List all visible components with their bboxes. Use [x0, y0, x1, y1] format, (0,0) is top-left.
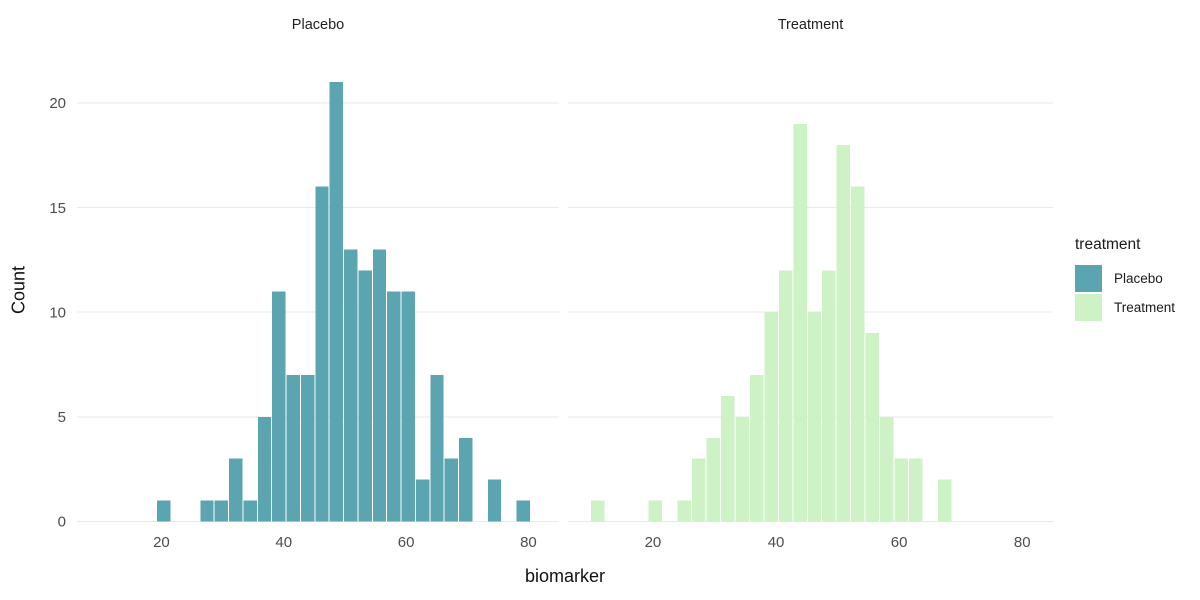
- histogram-bar: [937, 479, 952, 522]
- histogram-bar: [272, 291, 286, 522]
- x-tick-label-60: 60: [398, 534, 415, 551]
- x-axis-title: biomarker: [524, 566, 606, 586]
- histogram-bar: [430, 374, 444, 522]
- legend-label-placebo: Placebo: [1114, 271, 1163, 286]
- histogram-bar: [706, 437, 720, 522]
- histogram-bar: [200, 500, 214, 522]
- legend-title: treatment: [1075, 236, 1141, 253]
- histogram-bar: [822, 270, 836, 522]
- histogram-bar: [880, 416, 894, 522]
- histogram-bar: [807, 312, 822, 522]
- histogram-bar: [778, 270, 793, 522]
- histogram-bar: [358, 270, 372, 522]
- histogram-bar: [735, 416, 749, 522]
- y-tick-label-10: 10: [49, 304, 66, 321]
- facet-strip-treatment: Treatment: [777, 17, 844, 33]
- y-tick-label-0: 0: [58, 514, 66, 531]
- histogram-bar: [257, 416, 272, 522]
- legend-label-treatment: Treatment: [1114, 300, 1176, 315]
- histogram-bar: [459, 437, 473, 522]
- legend: treatment Placebo Treatment: [1075, 236, 1175, 323]
- legend-swatch-treatment: [1075, 294, 1102, 321]
- histogram-bar: [214, 500, 229, 522]
- histogram-bar: [793, 123, 807, 522]
- x-tick-label-80: 80: [1014, 534, 1031, 551]
- x-tick-label-60: 60: [891, 534, 908, 551]
- histogram-bar: [415, 479, 430, 522]
- histogram-bar: [692, 458, 706, 522]
- histogram-bar: [487, 479, 502, 522]
- histogram-bar: [315, 186, 329, 522]
- histogram-bar: [300, 374, 315, 522]
- histogram-bar: [286, 374, 300, 522]
- histogram-bar: [157, 500, 171, 522]
- x-tick-label-20: 20: [153, 534, 170, 551]
- histogram-bar: [648, 500, 663, 522]
- y-axis-title: Count: [8, 265, 29, 315]
- histogram-bar: [836, 144, 851, 522]
- histogram-bar: [764, 312, 778, 522]
- histogram-bar: [749, 374, 764, 522]
- histogram-bar: [344, 249, 358, 522]
- legend-entry-placebo: Placebo: [1075, 265, 1175, 292]
- y-tick-label-20: 20: [49, 95, 66, 112]
- histogram-bar: [387, 291, 401, 522]
- histogram-bar: [851, 186, 865, 522]
- histogram-bar: [372, 249, 387, 522]
- x-tick-label-40: 40: [768, 534, 785, 551]
- histogram-bar: [894, 458, 909, 522]
- histogram-bar: [909, 458, 923, 522]
- x-tick-label-20: 20: [645, 534, 662, 551]
- facet-strip-placebo: Placebo: [291, 17, 345, 33]
- legend-entry-treatment: Treatment: [1075, 294, 1175, 321]
- x-tick-label-80: 80: [520, 534, 537, 551]
- histogram-bar: [720, 395, 735, 522]
- histogram-bar: [243, 500, 257, 522]
- histogram-bar: [590, 500, 605, 522]
- histogram-bar: [444, 458, 459, 522]
- x-tick-label-40: 40: [275, 534, 292, 551]
- histogram-bar: [677, 500, 692, 522]
- histogram-bar: [865, 333, 880, 522]
- histogram-bar: [516, 500, 530, 522]
- histogram-bar: [229, 458, 243, 522]
- histogram-bar: [329, 81, 344, 522]
- y-tick-label-5: 5: [58, 409, 66, 426]
- y-tick-label-15: 15: [49, 200, 66, 217]
- histogram-bar: [401, 291, 415, 522]
- legend-swatch-placebo: [1075, 265, 1102, 292]
